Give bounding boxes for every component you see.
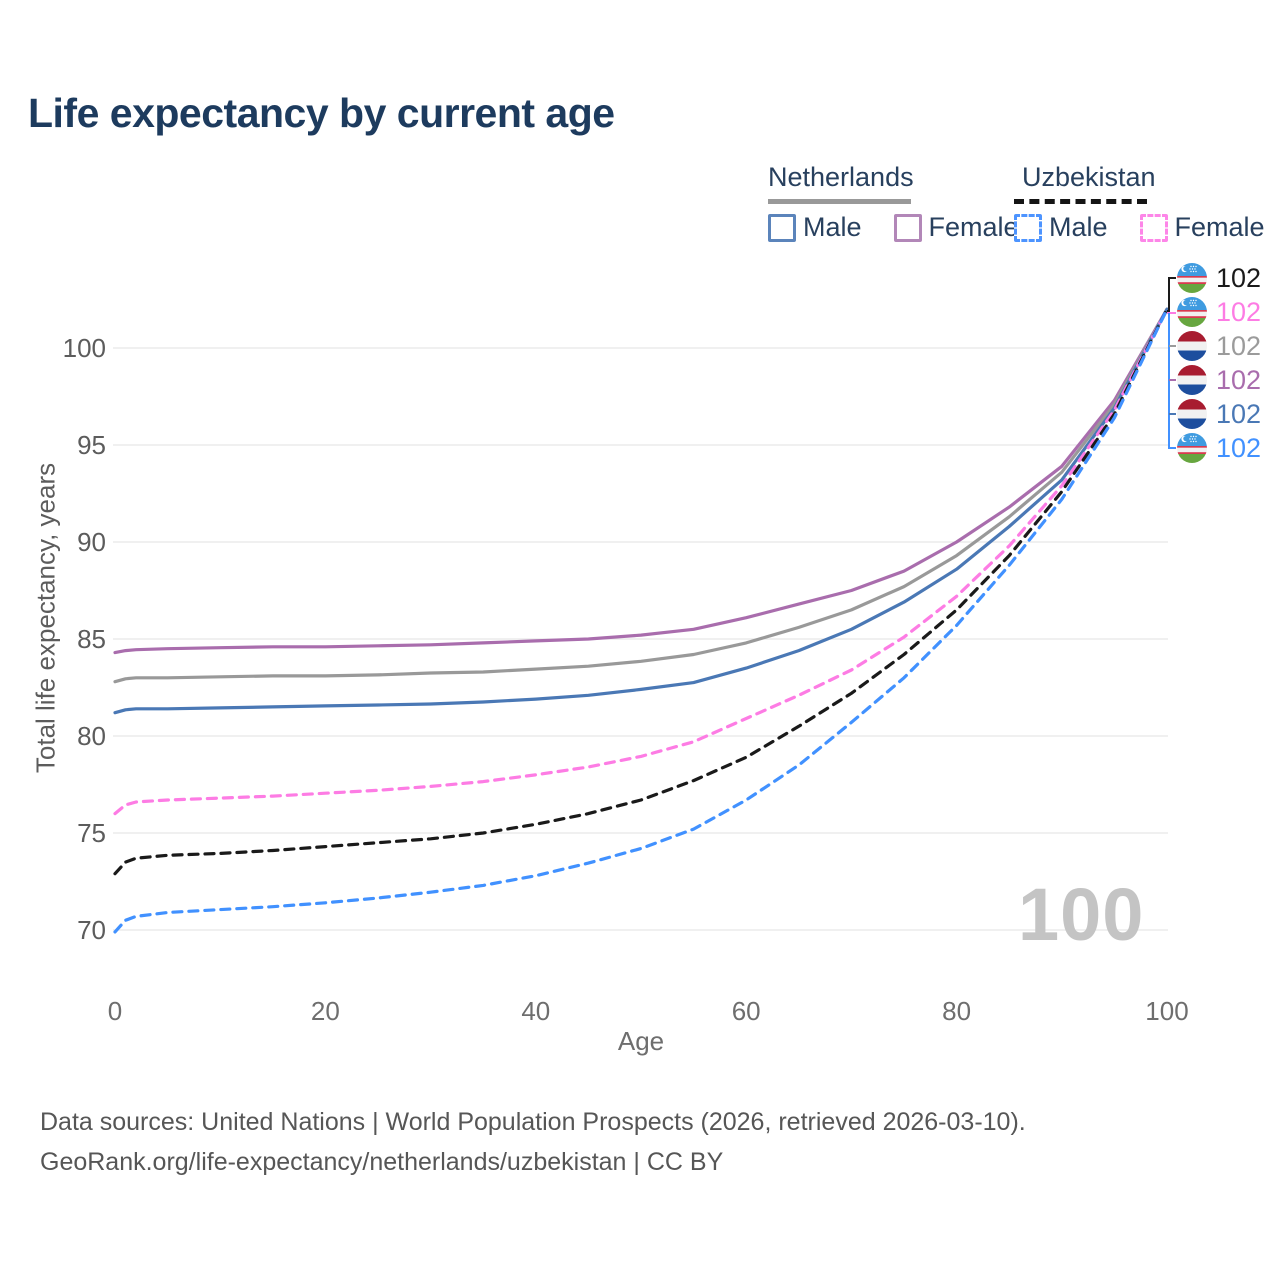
end-label-row-nl-2: 102 [1177, 330, 1261, 362]
series-line-netherlands-male [113, 307, 1169, 715]
series-line-netherlands-female [113, 307, 1169, 655]
footer-attribution: GeoRank.org/life-expectancy/netherlands/… [40, 1148, 724, 1176]
end-label-row-nl-3: 102 [1177, 364, 1261, 396]
uzbekistan-flag-icon [1177, 297, 1207, 327]
legend-item-netherlands-male[interactable]: Male [768, 212, 862, 243]
end-label-value: 102 [1216, 364, 1262, 395]
end-label-value: 102 [1216, 330, 1262, 361]
uzbekistan-line-sample [1014, 199, 1147, 204]
page-title: Life expectancy by current age [28, 90, 615, 136]
x-tick-100: 100 [1145, 996, 1189, 1026]
footer-datasource: Data sources: United Nations | World Pop… [40, 1108, 1026, 1136]
legend-label[interactable]: Male [803, 212, 862, 242]
uzbekistan-flag-icon [1177, 263, 1207, 293]
series-line-uzbekistan [113, 307, 1169, 876]
series-line-uzbekistan-male [113, 307, 1169, 934]
y-tick-100: 100 [62, 333, 106, 363]
netherlands-female-checkbox[interactable] [893, 213, 922, 242]
leader-row-5 [1168, 313, 1176, 449]
end-label-row-nl-4: 102 [1177, 398, 1261, 430]
y-tick-70: 70 [77, 915, 106, 945]
x-axis-title: Age [617, 1026, 665, 1056]
end-label-value: 102 [1216, 432, 1262, 463]
series-line-uzbekistan-female [113, 307, 1169, 816]
legend-country-netherlands: Netherlands [768, 162, 914, 192]
netherlands-male-checkbox[interactable] [768, 213, 796, 242]
y-tick-75: 75 [77, 818, 106, 848]
end-label-value: 102 [1216, 398, 1262, 429]
netherlands-flag-icon [1177, 399, 1207, 429]
legend-group-netherlands: Netherlands Male Female [768, 162, 1037, 243]
x-tick-40: 40 [521, 996, 551, 1026]
legend-item-netherlands-female[interactable]: Female [893, 212, 1019, 243]
y-tick-85: 85 [77, 624, 106, 654]
y-tick-90: 90 [77, 527, 106, 557]
end-label-row-uz-5: 102 [1177, 432, 1261, 464]
netherlands-line-sample [768, 199, 911, 204]
uzbekistan-female-checkbox[interactable] [1139, 213, 1168, 242]
x-tick-0: 0 [107, 996, 123, 1026]
x-tick-60: 60 [731, 996, 761, 1026]
legend-item-uzbekistan-female[interactable]: Female [1139, 212, 1265, 243]
uzbekistan-male-checkbox[interactable] [1014, 213, 1042, 242]
end-label-row-uz-0: 102 [1177, 262, 1261, 294]
end-label-row-uz-1: 102 [1177, 296, 1261, 328]
leader-row-0 [1167, 277, 1176, 312]
series-line-netherlands [113, 307, 1169, 684]
x-tick-80: 80 [942, 996, 972, 1026]
y-tick-80: 80 [77, 721, 106, 751]
y-tick-95: 95 [77, 430, 106, 460]
legend-group-uzbekistan: Uzbekistan Male Female [1014, 162, 1280, 243]
x-tick-20: 20 [310, 996, 340, 1026]
uzbekistan-flag-icon [1177, 433, 1207, 463]
netherlands-flag-icon [1177, 365, 1207, 395]
netherlands-flag-icon [1177, 331, 1207, 361]
end-label-value: 102 [1216, 296, 1262, 327]
legend-label[interactable]: Female [1174, 212, 1265, 242]
legend-label[interactable]: Male [1049, 212, 1108, 242]
legend-country-uzbekistan: Uzbekistan [1022, 162, 1156, 192]
end-label-value: 102 [1216, 262, 1262, 293]
legend-label[interactable]: Female [928, 212, 1019, 242]
legend-item-uzbekistan-male[interactable]: Male [1014, 212, 1108, 243]
age-watermark: 100 [1018, 873, 1145, 956]
